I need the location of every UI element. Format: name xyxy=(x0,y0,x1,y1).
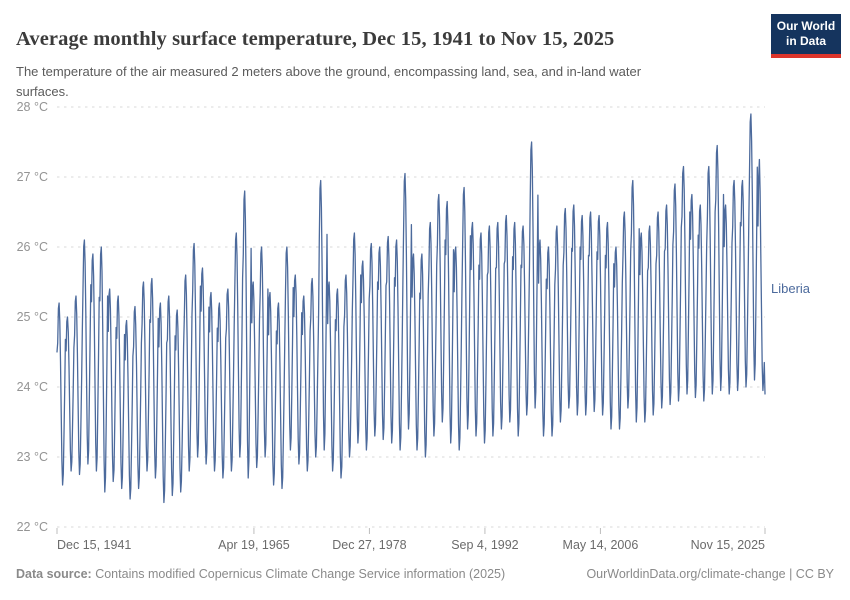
y-axis-label: 22 °C xyxy=(16,520,48,534)
page-title: Average monthly surface temperature, Dec… xyxy=(16,27,615,50)
x-axis-label: Sep 4, 1992 xyxy=(451,538,519,552)
owid-logo-line2: in Data xyxy=(785,34,826,48)
x-axis-label: Nov 15, 2025 xyxy=(690,538,765,552)
x-axis-label: Dec 27, 1978 xyxy=(332,538,407,552)
y-axis-label: 26 °C xyxy=(16,240,48,254)
y-axis-label: 28 °C xyxy=(16,100,48,114)
data-source-text: Contains modified Copernicus Climate Cha… xyxy=(91,567,506,581)
owid-cc-link[interactable]: OurWorldinData.org/climate-change | CC B… xyxy=(586,567,834,581)
owid-logo[interactable]: Our World in Data xyxy=(771,14,841,58)
y-axis-label: 25 °C xyxy=(16,310,48,324)
footer: Data source: Contains modified Copernicu… xyxy=(16,567,834,581)
chart-subtitle: The temperature of the air measured 2 me… xyxy=(16,64,642,100)
temperature-line-liberia xyxy=(56,113,766,504)
owid-logo-line1: Our World xyxy=(776,19,836,33)
x-axis-label: Apr 19, 1965 xyxy=(218,538,290,552)
data-source-note: Data source: Contains modified Copernicu… xyxy=(16,567,505,581)
y-axis-label: 27 °C xyxy=(16,170,48,184)
x-axis-label: May 14, 2006 xyxy=(562,538,639,552)
series-label-liberia[interactable]: Liberia xyxy=(771,281,811,296)
data-source-label: Data source: xyxy=(16,567,92,581)
y-axis-label: 23 °C xyxy=(16,450,48,464)
x-axis-label: Dec 15, 1941 xyxy=(57,538,132,552)
y-axis-label: 24 °C xyxy=(16,380,48,394)
